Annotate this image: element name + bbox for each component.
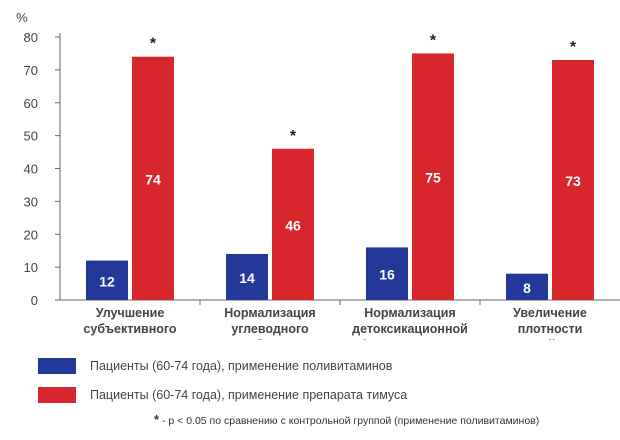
footnote-text: - p < 0.05 по сравнению с контрольной гр… [159, 415, 540, 427]
x-category-label: функции печени [359, 338, 461, 340]
significance-marker: * [430, 32, 437, 49]
significance-marker: * [290, 128, 297, 145]
y-tick-label: 40 [24, 162, 38, 177]
bar-value-label: 8 [523, 280, 531, 296]
bar-value-label: 75 [425, 170, 441, 186]
footnote-marker: * [154, 412, 160, 427]
y-tick-label: 50 [24, 129, 38, 144]
x-category-label: состояния [98, 338, 163, 340]
legend-item-thymus: Пациенты (60-74 года), применение препар… [38, 387, 407, 403]
y-tick-label: 20 [24, 227, 38, 242]
legend-swatch-thymus [38, 387, 76, 403]
y-tick-label: 60 [24, 96, 38, 111]
bar-value-label: 46 [285, 217, 301, 233]
bar-thymus [412, 53, 454, 300]
x-category-label: плотности [518, 322, 583, 336]
footnote: * - p < 0.05 по сравнению с контрольной … [154, 412, 539, 427]
x-category-label: обмена [247, 338, 294, 340]
y-tick-label: 70 [24, 63, 38, 78]
y-tick-label: 80 [24, 30, 38, 45]
y-tick-label: 10 [24, 260, 38, 275]
y-tick-label: 0 [31, 293, 38, 308]
x-category-label: костной ткани [506, 338, 594, 340]
bar-value-label: 12 [99, 273, 115, 289]
bar-multivitamins [226, 253, 268, 300]
significance-marker: * [150, 36, 157, 53]
bar-thymus [132, 56, 174, 300]
x-category-label: Увеличение [513, 306, 587, 320]
bar-multivitamins [506, 273, 548, 300]
x-category-label: Нормализация [224, 306, 315, 320]
x-category-label: Нормализация [364, 306, 455, 320]
bar-thymus [272, 148, 314, 300]
bar-multivitamins [86, 260, 128, 300]
y-tick-label: 30 [24, 194, 38, 209]
legend-label-multivitamins: Пациенты (60-74 года), применение поливи… [90, 359, 393, 373]
x-category-label: субъективного [83, 322, 176, 336]
legend-label-thymus: Пациенты (60-74 года), применение препар… [90, 388, 408, 402]
bar-value-label: 16 [379, 267, 395, 283]
bar-value-label: 74 [145, 171, 161, 187]
x-category-label: углеводного [231, 322, 309, 336]
significance-marker: * [570, 39, 577, 56]
legend-item-multivitamins: Пациенты (60-74 года), применение поливи… [38, 358, 392, 374]
bar-value-label: 14 [239, 270, 255, 286]
legend-swatch-multivitamins [38, 358, 76, 374]
x-category-label: детоксикационной [352, 322, 468, 336]
bar-chart: % 0 10 20 30 40 50 60 70 80 12 74 * Улучшение субъекти… [16, 10, 620, 340]
bar-multivitamins [366, 247, 408, 300]
bar-thymus [552, 60, 594, 301]
bar-value-label: 73 [565, 173, 581, 189]
x-category-label: Улучшение [96, 306, 165, 320]
y-axis-unit-label: % [16, 10, 28, 25]
